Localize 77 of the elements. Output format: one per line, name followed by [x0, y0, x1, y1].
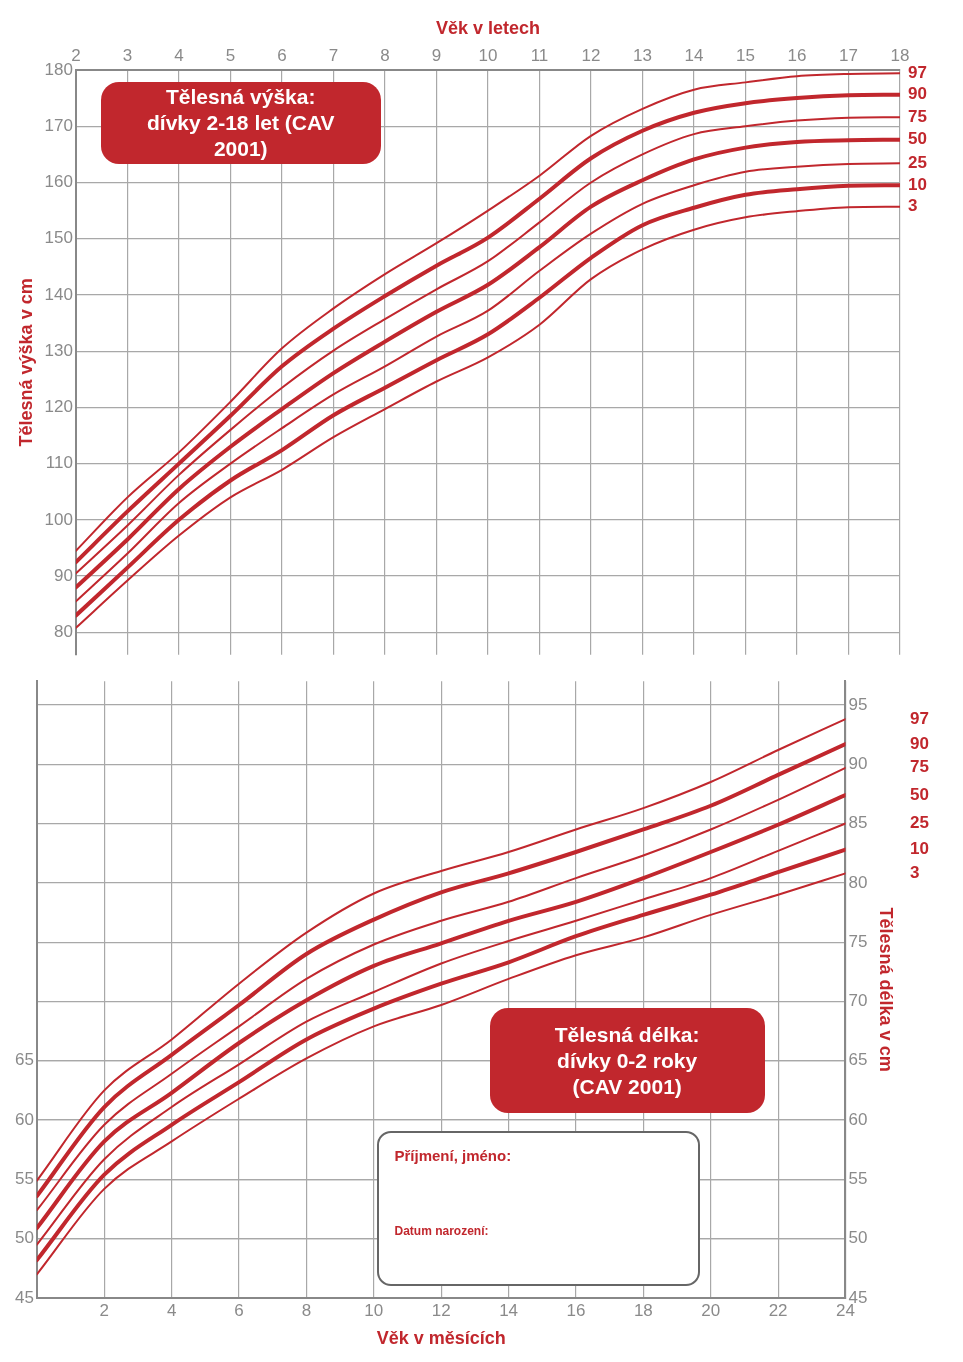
series-label: 50 [908, 129, 927, 149]
y2-tick-label: 80 [848, 872, 868, 892]
x-tick-label: 8 [301, 1300, 312, 1320]
text: 97 [910, 708, 929, 728]
text: 10 [910, 839, 929, 859]
y-tick-label: 140 [44, 284, 73, 304]
y2-tick-label: 95 [848, 694, 868, 714]
x-tick-label: 14 [684, 46, 704, 66]
x-tick-label: 18 [890, 46, 910, 66]
x-tick-label: 3 [122, 46, 133, 66]
y2-tick-label: 75 [848, 931, 868, 951]
text: 75 [910, 757, 929, 777]
y-tick-label: 90 [54, 565, 73, 585]
x-tick-label: 10 [364, 1300, 384, 1320]
x-tick-label: 5 [225, 46, 236, 66]
x-tick-label: 6 [234, 1300, 244, 1320]
y-tick-label: 110 [45, 453, 73, 473]
text: 90 [910, 733, 929, 753]
x-tick-label: 11 [530, 46, 549, 66]
x-tick-label: 14 [499, 1300, 519, 1320]
y-tick-label: 180 [44, 59, 73, 79]
y-tick-label: 130 [44, 340, 73, 360]
x-axis-title: Věk v letech [435, 17, 541, 38]
y2-tick-label: 90 [848, 753, 868, 773]
x-tick-label: 2 [99, 1300, 110, 1320]
y-tick-label: 55 [14, 1169, 34, 1189]
x-tick-label: 20 [701, 1300, 721, 1320]
y-tick-label: 45 [14, 1287, 34, 1307]
x-tick-label: 4 [174, 46, 184, 66]
annotation: Příjmení, jméno: [394, 1147, 513, 1165]
y2-tick-label: 65 [848, 1050, 868, 1070]
y2-tick-label: 85 [848, 813, 868, 833]
x-axis-title: Věk v měsících [376, 1328, 506, 1349]
x-tick-label: 15 [736, 46, 755, 66]
y2-tick-label: 55 [848, 1169, 868, 1189]
series-label: 97 [908, 63, 927, 83]
x-tick-label: 16 [787, 46, 807, 66]
series-label: 10 [908, 174, 927, 194]
x-tick-label: 7 [328, 46, 339, 66]
text: 50 [910, 784, 929, 804]
x-tick-label: 8 [380, 46, 390, 66]
x-tick-label: 6 [277, 46, 287, 66]
y2-tick-label: 60 [848, 1109, 868, 1129]
y-tick-label: 170 [44, 115, 73, 135]
y-tick-label: 150 [44, 228, 73, 248]
y2-axis-title: Tělesná délka v cm [876, 907, 897, 1072]
x-tick-label: 9 [431, 46, 442, 66]
y2-tick-label: 50 [848, 1228, 868, 1248]
label-box: Tělesná výška: dívky 2-18 let (CAV 2001) [100, 81, 381, 164]
x-tick-label: 22 [768, 1300, 788, 1320]
x-tick-label: 10 [478, 46, 498, 66]
x-tick-label: 2 [71, 46, 81, 66]
x-tick-label: 17 [839, 46, 858, 66]
x-tick-label: 12 [581, 46, 601, 66]
y-tick-label: 160 [44, 172, 73, 192]
label-box: Tělesná délka: dívky 0-2 roky (CAV 2001) [489, 1008, 765, 1113]
y-tick-label: 60 [14, 1109, 34, 1129]
text: 3 [910, 863, 920, 883]
series-label: 75 [908, 106, 927, 126]
y2-tick-label: 70 [848, 991, 868, 1011]
x-tick-label: 18 [633, 1300, 653, 1320]
y-tick-label: 100 [44, 509, 73, 529]
form-box: Příjmení, jméno: Datum narození: [376, 1131, 700, 1286]
series-label: 90 [908, 84, 927, 104]
series-label: 25 [908, 153, 927, 173]
text: 25 [910, 813, 929, 833]
y-tick-label: 65 [14, 1050, 34, 1070]
y-tick-label: 50 [14, 1228, 34, 1248]
x-tick-label: 16 [566, 1300, 586, 1320]
series-label: 3 [908, 196, 918, 216]
x-tick-label: 12 [431, 1300, 451, 1320]
y-tick-label: 80 [54, 622, 73, 641]
x-tick-label: 13 [633, 46, 652, 66]
y-tick-label: 120 [44, 397, 73, 417]
annotation: Datum narození: [394, 1224, 490, 1239]
x-tick-label: 4 [166, 1300, 177, 1320]
y-axis-title: Tělesná výška v cm [15, 278, 36, 447]
